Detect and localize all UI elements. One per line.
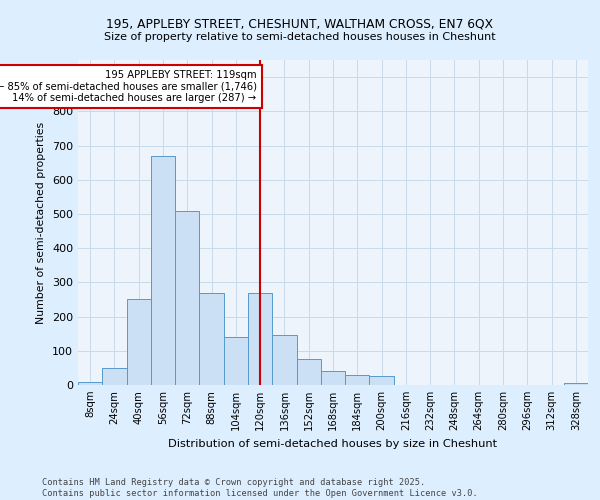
Bar: [296, 360, 321, 385]
Bar: [370, 376, 394, 385]
Bar: [78, 382, 102, 385]
Bar: [102, 368, 127, 385]
X-axis label: Distribution of semi-detached houses by size in Cheshunt: Distribution of semi-detached houses by …: [169, 438, 497, 448]
Text: 195, APPLEBY STREET, CHESHUNT, WALTHAM CROSS, EN7 6QX: 195, APPLEBY STREET, CHESHUNT, WALTHAM C…: [107, 18, 493, 30]
Text: 195 APPLEBY STREET: 119sqm
← 85% of semi-detached houses are smaller (1,746)
14%: 195 APPLEBY STREET: 119sqm ← 85% of semi…: [0, 70, 257, 104]
Bar: [321, 372, 345, 385]
Bar: [127, 300, 151, 385]
Text: Size of property relative to semi-detached houses houses in Cheshunt: Size of property relative to semi-detach…: [104, 32, 496, 42]
Bar: [248, 292, 272, 385]
Bar: [175, 210, 199, 385]
Bar: [564, 384, 588, 385]
Bar: [224, 337, 248, 385]
Y-axis label: Number of semi-detached properties: Number of semi-detached properties: [37, 122, 46, 324]
Bar: [345, 374, 370, 385]
Text: Contains HM Land Registry data © Crown copyright and database right 2025.
Contai: Contains HM Land Registry data © Crown c…: [42, 478, 478, 498]
Bar: [199, 292, 224, 385]
Bar: [151, 156, 175, 385]
Bar: [272, 336, 296, 385]
